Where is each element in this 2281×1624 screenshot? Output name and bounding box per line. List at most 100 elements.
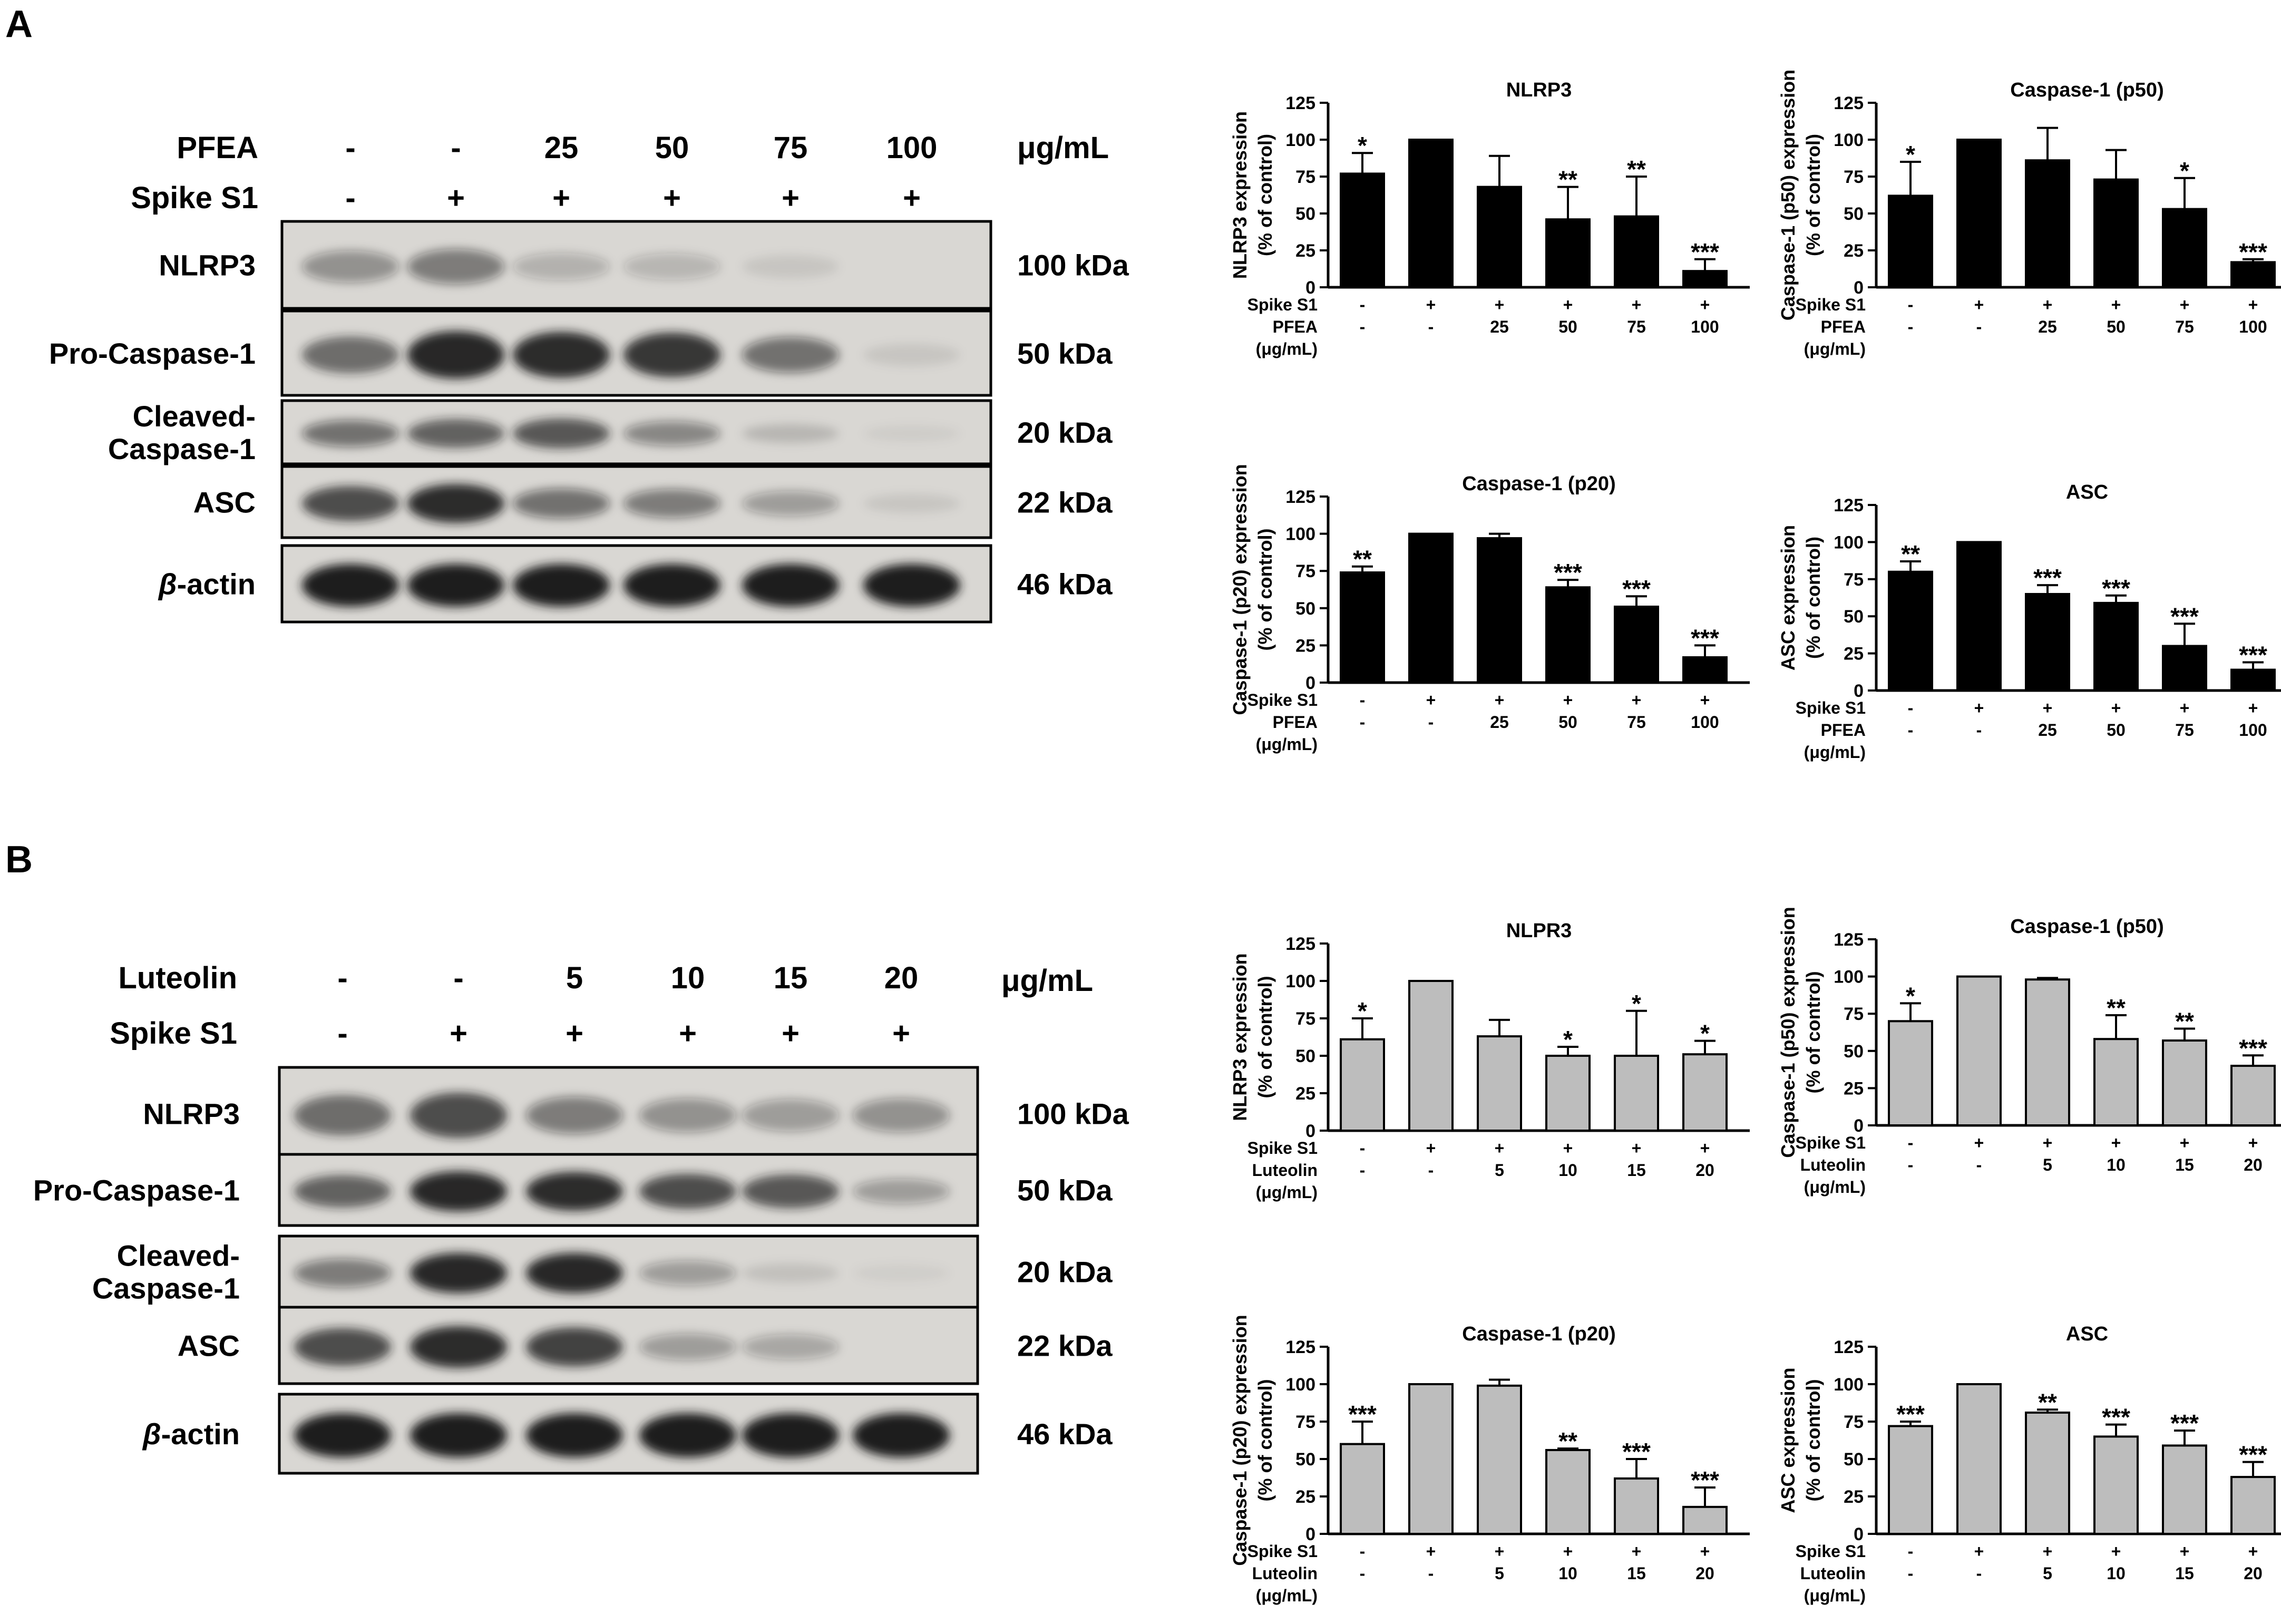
significance-marker: ***: [1622, 575, 1651, 602]
y-tick-label: 75: [1295, 1009, 1315, 1029]
x-row-label: (μg/mL): [1256, 735, 1318, 754]
x-row-value: -: [1976, 1155, 1982, 1174]
treatment-value: +: [450, 1016, 467, 1051]
molecular-weight: 20 kDa: [1017, 1256, 1113, 1289]
blot-band: [513, 418, 610, 449]
bar: [2162, 208, 2207, 288]
y-axis-label: (% of control): [1802, 1379, 1824, 1502]
x-row-value: +: [1426, 691, 1436, 709]
x-row-value: +: [1974, 295, 1984, 314]
bar: [2162, 645, 2207, 692]
x-row-value: -: [1976, 317, 1982, 336]
y-tick-label: 125: [1285, 934, 1315, 954]
blot-band: [513, 332, 610, 378]
y-tick-label: 75: [1295, 1412, 1315, 1432]
blot-strip: NLRP3 100 kDa: [143, 1066, 1129, 1161]
blot-band: [742, 424, 839, 443]
bar: [2025, 1411, 2070, 1535]
significance-marker: ***: [1896, 1401, 1925, 1428]
blot-band: [294, 1095, 391, 1136]
x-row-value: 10: [1558, 1161, 1577, 1180]
y-tick-label: 100: [1285, 971, 1315, 991]
y-tick-label: 50: [1295, 1046, 1315, 1066]
significance-marker: **: [1627, 155, 1646, 183]
bar: [1340, 1038, 1385, 1132]
blot-band: [742, 491, 839, 516]
bar: [1888, 570, 1933, 692]
chart-title: Caspase-1 (p50): [2010, 79, 2163, 101]
blot-strip: ASC 22 kDa: [178, 1306, 1113, 1385]
bar-chart: 0 25 50 75 100 125 ASC ASC expression (% of cont…: [1777, 1323, 2281, 1605]
x-row-value: -: [1908, 1133, 1914, 1152]
bar: [2093, 178, 2139, 288]
molecular-weight: 46 kDa: [1017, 568, 1113, 601]
blot-band: [853, 1098, 950, 1133]
treatment-values: - - 5 10 15 20 - + + + + +: [337, 961, 918, 1051]
bar: [1614, 1477, 1659, 1535]
treatment-value: -: [453, 961, 463, 995]
panel-a-blot: PFEA Spike S1 μg/mL - - 25 50 75 100 - + + + + + NL…: [49, 131, 1129, 624]
bar: [2162, 1039, 2207, 1126]
y-tick-label: 125: [1834, 93, 1864, 113]
x-row-value: +: [1974, 1133, 1984, 1152]
x-row-value: +: [1700, 691, 1710, 709]
x-row-label: (μg/mL): [1804, 339, 1866, 358]
x-row-value: +: [1974, 1542, 1984, 1561]
x-row-value: 25: [1490, 713, 1509, 732]
treat-label-luteolin: Luteolin: [118, 961, 237, 995]
significance-marker: ***: [1348, 1401, 1377, 1428]
blot-band: [623, 563, 720, 607]
y-axis-label: Caspase-1 (p20) expression: [1229, 1315, 1251, 1565]
blot-band: [513, 253, 610, 280]
molecular-weight: 46 kDa: [1017, 1417, 1113, 1451]
x-row-label: Spike S1: [1796, 1542, 1866, 1561]
bar: [2230, 1476, 2276, 1535]
x-row-value: 10: [2107, 1564, 2126, 1583]
blot-band: [410, 1171, 507, 1212]
x-row-value: -: [1976, 1564, 1982, 1583]
treatment-value: -: [345, 181, 355, 215]
x-row-value: -: [1360, 691, 1366, 709]
treat-label-spike: Spike S1: [110, 1016, 237, 1051]
y-tick-label: 0: [1854, 1524, 1864, 1544]
x-row-value: 100: [2239, 721, 2267, 740]
bar: [1340, 1443, 1385, 1535]
blot-band: [526, 1327, 623, 1367]
y-tick-label: 50: [1844, 607, 1864, 627]
blot-band: [623, 421, 720, 446]
x-row-value: 75: [2175, 317, 2194, 336]
panel-a-label: A: [5, 3, 33, 45]
x-row-value: +: [2043, 698, 2053, 717]
y-tick-label: 75: [1295, 167, 1315, 187]
band-name: NLRP3: [159, 249, 256, 282]
molecular-weight: 100 kDa: [1017, 249, 1129, 282]
x-row-value: +: [1700, 295, 1710, 314]
x-row-value: +: [1632, 1542, 1642, 1561]
chart-title: ASC: [2066, 481, 2108, 503]
x-row-value: +: [1700, 1542, 1710, 1561]
treatment-value: 5: [566, 961, 583, 995]
y-tick-label: 25: [1295, 241, 1315, 261]
significance-marker: *: [1906, 982, 1915, 1009]
bar: [1477, 186, 1522, 288]
x-row-value: +: [1563, 1542, 1573, 1561]
blot-band: [410, 1092, 507, 1139]
x-row-value: 50: [1558, 317, 1577, 336]
blot-band: [526, 1253, 623, 1294]
x-row-value: -: [1428, 1564, 1434, 1583]
x-row-value: +: [1426, 1542, 1436, 1561]
x-row-label: Spike S1: [1247, 691, 1318, 709]
x-row-value: +: [1632, 295, 1642, 314]
blot-strip: NLRP3 100 kDa: [159, 220, 1129, 310]
x-row-value: +: [1426, 1139, 1436, 1158]
x-row-value: 15: [1627, 1564, 1646, 1583]
y-tick-label: 50: [1295, 599, 1315, 619]
treatment-value: 25: [544, 131, 579, 165]
y-tick-label: 25: [1844, 1078, 1864, 1098]
x-row-label: Spike S1: [1247, 1542, 1318, 1561]
blot-band: [742, 255, 839, 278]
x-row-value: 20: [1695, 1161, 1714, 1180]
x-row-value: -: [1428, 713, 1434, 732]
blot-strip: Pro-Caspase-1 50 kDa: [49, 309, 1113, 397]
y-tick-label: 0: [1854, 681, 1864, 701]
